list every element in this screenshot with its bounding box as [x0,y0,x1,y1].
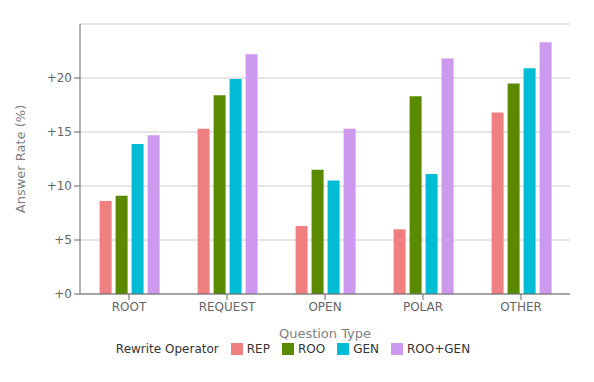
svg-text:Question Type: Question Type [279,326,371,341]
html-text:REP: REP [246,342,270,356]
html-text:ROO+GEN: ROO+GEN [407,342,471,356]
svg-text:OTHER: OTHER [500,300,542,314]
svg-text:REQUEST: REQUEST [199,300,256,314]
svg-text:+0: +0 [54,287,72,301]
html-text:Rewrite Operator: Rewrite Operator [115,342,219,356]
svg-text:+10: +10 [47,179,72,193]
html-text:ROO: ROO [297,342,326,356]
svg-text:POLAR: POLAR [403,300,443,314]
svg-text:+15: +15 [47,125,72,139]
html-text:GEN: GEN [353,342,379,356]
svg-text:OPEN: OPEN [308,300,341,314]
svg-text:ROOT: ROOT [112,300,147,314]
svg-text:+5: +5 [54,233,72,247]
svg-text:Answer Rate (%): Answer Rate (%) [13,105,28,213]
svg-text:+20: +20 [47,71,72,85]
